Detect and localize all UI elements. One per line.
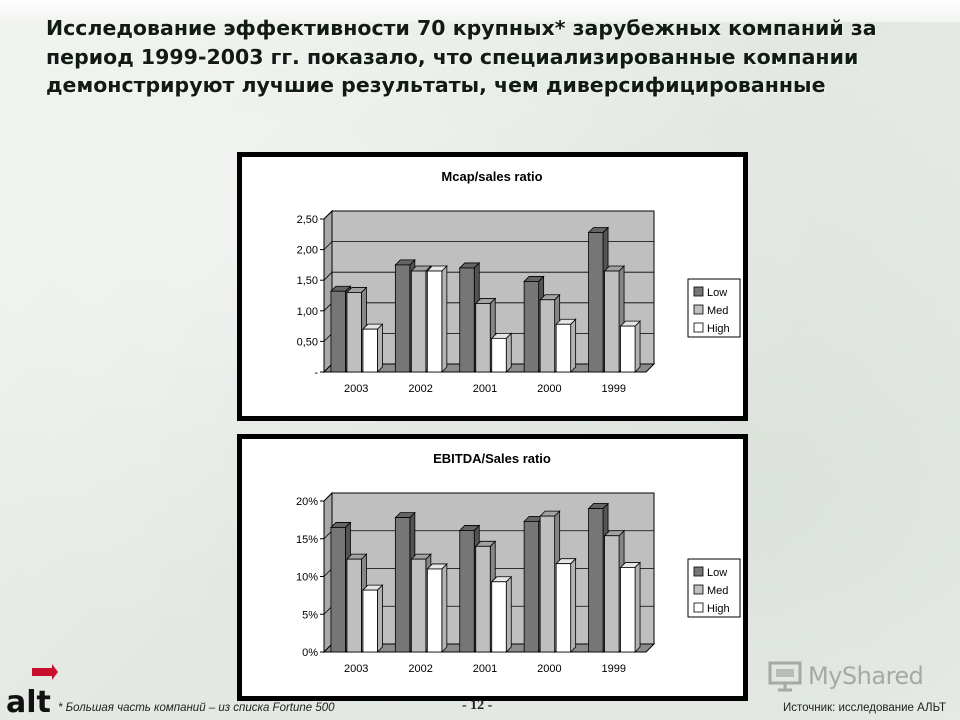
mcap-legend-label-med: Med	[707, 305, 728, 317]
mcap-x-tick-label: 2003	[344, 383, 368, 395]
ebitda-y-tick-label: 10%	[296, 572, 318, 584]
presentation-screen-icon	[768, 661, 802, 692]
watermark-text: MyShared	[808, 662, 924, 690]
mcap-legend-swatch-high	[693, 322, 704, 333]
alt-logo-icon: alt	[6, 664, 58, 716]
ebitda-y-tick-label: 5%	[302, 609, 318, 621]
mcap-y-tick-label: 1,50	[297, 275, 318, 287]
mcap-x-tick-label: 2002	[408, 383, 432, 395]
bar-mcap-2002-high	[426, 265, 448, 373]
mcap-chart-frame: Mcap/sales ratio - 0,50 1,00 1,50 2,00 2,50 200…	[237, 152, 748, 421]
ebitda-legend-label-low: Low	[707, 567, 727, 579]
bar-ebitda-2003-high	[361, 584, 384, 653]
mcap-y-tick-label: 0,50	[297, 336, 318, 348]
footnote: * Большая часть компаний – из списка For…	[58, 702, 335, 714]
ebitda-legend-swatch-high	[693, 602, 704, 613]
mcap-x-tick-label: 2001	[473, 383, 497, 395]
ebitda-legend-label-med: Med	[707, 585, 728, 597]
slide-headline: Исследование эффективности 70 крупных* з…	[46, 16, 877, 97]
mcap-y-tick-label: -	[314, 367, 318, 379]
ebitda-x-tick-label: 2003	[344, 663, 368, 675]
ebitda-legend-label-high: High	[707, 603, 730, 615]
ebitda-sales-chart: EBITDA/Sales ratio 0% 5% 10% 15% 20% 2003 2002 2…	[296, 451, 741, 675]
ebitda-x-tick-label: 2001	[473, 663, 497, 675]
ebitda-chart-frame: EBITDA/Sales ratio 0% 5% 10% 15% 20% 2003 2002 2…	[237, 434, 748, 701]
mcap-legend-label-low: Low	[707, 287, 727, 299]
mcap-gridline	[323, 271, 654, 281]
bar-mcap-2000-high	[555, 318, 577, 373]
watermark: MyShared	[768, 656, 924, 696]
mcap-y-tick-label: 2,50	[297, 214, 318, 226]
mcap-y-tick-label: 1,00	[297, 306, 318, 318]
mcap-y-tick-label: 2,00	[297, 245, 318, 257]
bar-mcap-2003-high	[361, 323, 384, 373]
mcap-x-tick-label: 1999	[602, 383, 626, 395]
ebitda-x-tick-label: 2002	[408, 663, 432, 675]
mcap-legend-swatch-low	[693, 286, 704, 297]
ebitda-y-tick-label: 0%	[302, 647, 318, 659]
alt-logo-lettering: alt	[6, 685, 51, 716]
bar-ebitda-2000-high	[555, 557, 577, 653]
bar-mcap-1999-high	[619, 320, 642, 373]
page-number: - 12 -	[462, 698, 493, 713]
ebitda-legend-swatch-med	[693, 584, 704, 595]
mcap-gridline	[323, 241, 654, 250]
bar-mcap-2001-high	[490, 332, 513, 373]
mcap-chart-title: Mcap/sales ratio	[441, 169, 542, 184]
ebitda-y-tick-label: 20%	[296, 496, 318, 508]
mcap-x-tick-label: 2000	[537, 383, 561, 395]
ebitda-chart-title: EBITDA/Sales ratio	[433, 451, 551, 466]
mcap-gridline	[323, 210, 654, 220]
ebitda-x-tick-label: 2000	[537, 663, 561, 675]
ebitda-y-tick-label: 15%	[296, 534, 318, 546]
source-note: Источник: исследование АЛЬТ	[783, 702, 946, 714]
bar-ebitda-1999-high	[619, 561, 642, 653]
bar-ebitda-2002-high	[426, 562, 448, 653]
slide-top-strip	[0, 0, 960, 22]
bar-ebitda-2001-med	[474, 540, 497, 653]
ebitda-legend-swatch-low	[693, 566, 704, 577]
bar-ebitda-2001-high	[490, 575, 513, 653]
bar-mcap-2003-med	[345, 286, 368, 373]
mcap-legend-label-high: High	[707, 323, 730, 335]
ebitda-gridline	[323, 492, 654, 502]
mcap-legend-swatch-med	[693, 304, 704, 315]
mcap-sales-chart: Mcap/sales ratio - 0,50 1,00 1,50 2,00 2,50 200…	[297, 169, 741, 395]
ebitda-x-tick-label: 1999	[602, 663, 626, 675]
